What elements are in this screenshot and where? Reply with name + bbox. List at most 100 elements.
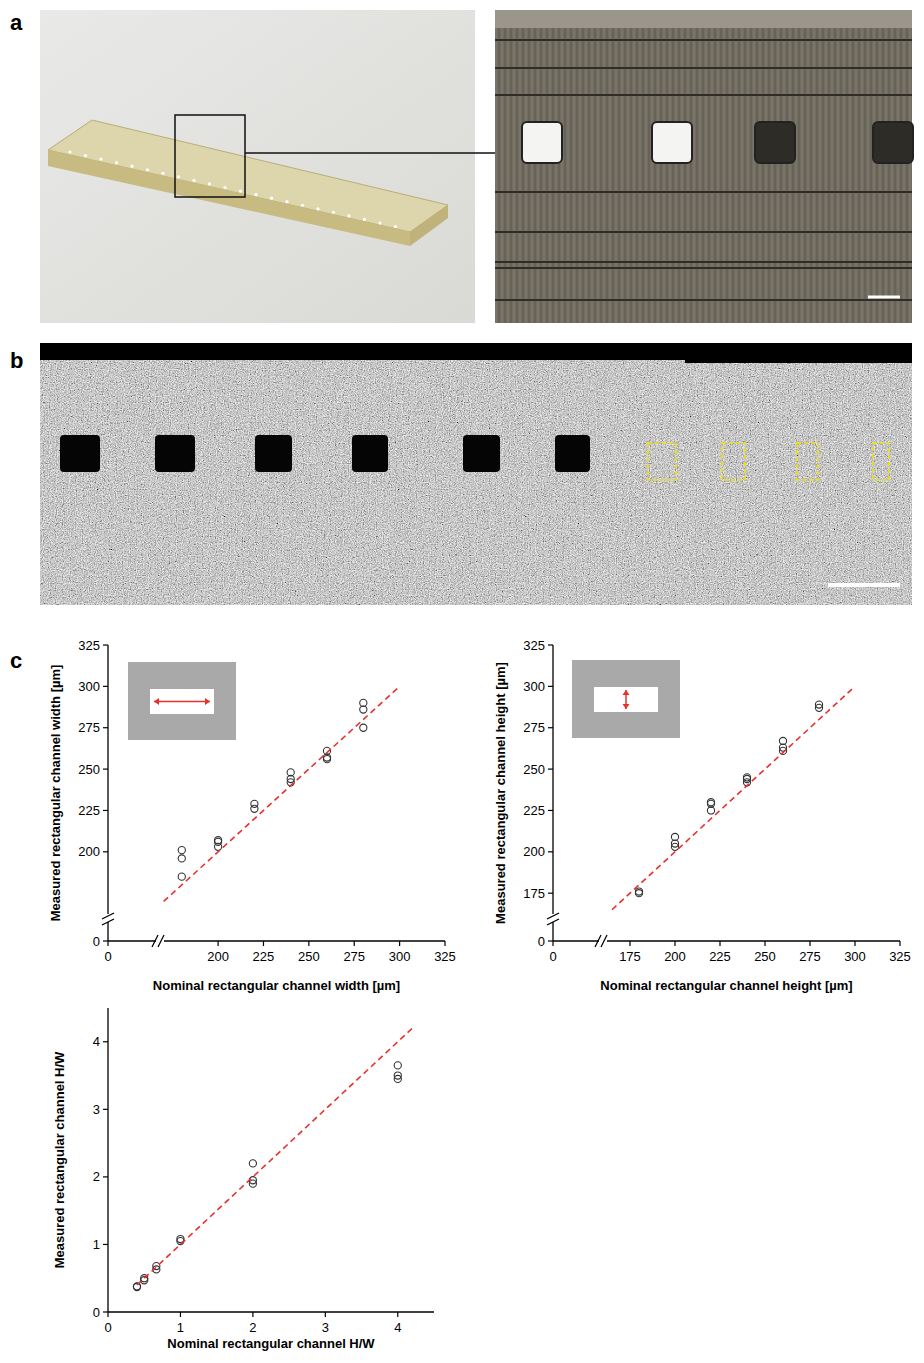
y-tick-label: 175 (523, 886, 545, 901)
inset-channel (594, 687, 658, 712)
y-tick (103, 644, 108, 645)
x-axis (164, 940, 445, 941)
x-tick-label: 2 (249, 1320, 256, 1335)
data-point (178, 873, 185, 880)
arrow-head (154, 698, 159, 705)
x-axis (553, 940, 599, 941)
inset-channel (150, 689, 214, 714)
photo-a (40, 10, 495, 323)
y-tick (103, 940, 108, 941)
y-tick-label: 0 (538, 934, 545, 949)
y-tick (103, 1311, 108, 1312)
data-point (178, 847, 185, 854)
y-tick-label: 225 (523, 803, 545, 818)
x-tick (629, 941, 630, 946)
channel-dot (316, 207, 319, 210)
data-point (394, 1075, 401, 1082)
y-tick-label: 0 (93, 1305, 100, 1320)
data-point (214, 843, 221, 850)
channel-dot (115, 161, 118, 164)
chart: 0123401234Nominal rectangular channel H/… (52, 1008, 434, 1351)
channel-dot (208, 182, 211, 185)
channel-dot (394, 225, 397, 228)
chart: 0175200225250275300325017520022525027530… (493, 638, 911, 994)
data-point (249, 1180, 256, 1187)
y-tick-label: 275 (523, 720, 545, 735)
y-tick (103, 851, 108, 852)
y-axis (107, 922, 108, 941)
layer-line (495, 267, 912, 269)
ct-channel (255, 435, 292, 472)
ct-air (40, 343, 685, 360)
data-point (707, 807, 714, 814)
reference-line (612, 686, 855, 909)
x-tick-label: 325 (889, 949, 911, 964)
axis-break (547, 913, 559, 919)
layer-line (495, 299, 912, 301)
y-tick-label: 0 (93, 934, 100, 949)
x-tick (263, 941, 264, 946)
channel-dot (84, 154, 87, 157)
x-tick-label: 250 (298, 949, 320, 964)
data-point (394, 1062, 401, 1069)
scale-bar (828, 583, 900, 587)
x-tick (809, 941, 810, 946)
x-axis-title: Nominal rectangular channel width [µm] (153, 978, 400, 993)
y-tick (548, 768, 553, 769)
data-point (249, 1160, 256, 1167)
channel-dot (146, 168, 149, 171)
x-tick-label: 0 (549, 949, 556, 964)
y-axis-title: Measured rectangular channel H/W (52, 1051, 67, 1268)
axis-break (595, 935, 601, 947)
device-end (410, 205, 448, 246)
panel-letter: b (10, 348, 23, 373)
channel-dot (363, 218, 366, 221)
data-point (360, 706, 367, 713)
x-tick-label: 250 (754, 949, 776, 964)
data-point (707, 799, 714, 806)
axis-break (158, 935, 164, 947)
ct-air (685, 343, 912, 363)
panel-letter: a (10, 10, 23, 35)
y-tick (103, 768, 108, 769)
y-tick-label: 4 (93, 1034, 100, 1049)
y-tick (103, 686, 108, 687)
plot-data (164, 686, 400, 901)
x-tick-label: 300 (389, 949, 411, 964)
layer-line (495, 191, 912, 193)
zoom-box (175, 115, 245, 197)
layer-line (495, 261, 912, 263)
channel-dot (332, 211, 335, 214)
y-tick (548, 940, 553, 941)
y-tick (548, 810, 553, 811)
y-tick (548, 644, 553, 645)
inset-frame (128, 662, 236, 740)
x-tick (764, 941, 765, 946)
x-tick (674, 941, 675, 946)
inset-arrow (154, 701, 210, 703)
y-axis (107, 1008, 108, 1312)
x-axis (607, 940, 900, 941)
x-tick (308, 941, 309, 946)
y-tick-label: 1 (93, 1237, 100, 1252)
x-axis (108, 1311, 434, 1312)
chart: 02002252502753003250200225250275300325No… (48, 638, 456, 994)
x-tick-label: 200 (664, 949, 686, 964)
channel-cross-section (652, 122, 692, 163)
y-tick-label: 300 (523, 679, 545, 694)
x-tick (107, 941, 108, 946)
x-tick (552, 941, 553, 946)
photo-background (40, 10, 475, 323)
data-point (635, 888, 642, 895)
channel-dot (161, 172, 164, 175)
panel-letter: c (10, 648, 22, 673)
x-tick (325, 1312, 326, 1317)
y-tick-label: 250 (78, 762, 100, 777)
x-tick (180, 1312, 181, 1317)
x-tick (854, 941, 855, 946)
y-tick (103, 810, 108, 811)
y-tick-label: 300 (78, 679, 100, 694)
ct-channel (555, 435, 590, 472)
channel-cross-section (522, 122, 562, 163)
plot-data (612, 686, 855, 909)
